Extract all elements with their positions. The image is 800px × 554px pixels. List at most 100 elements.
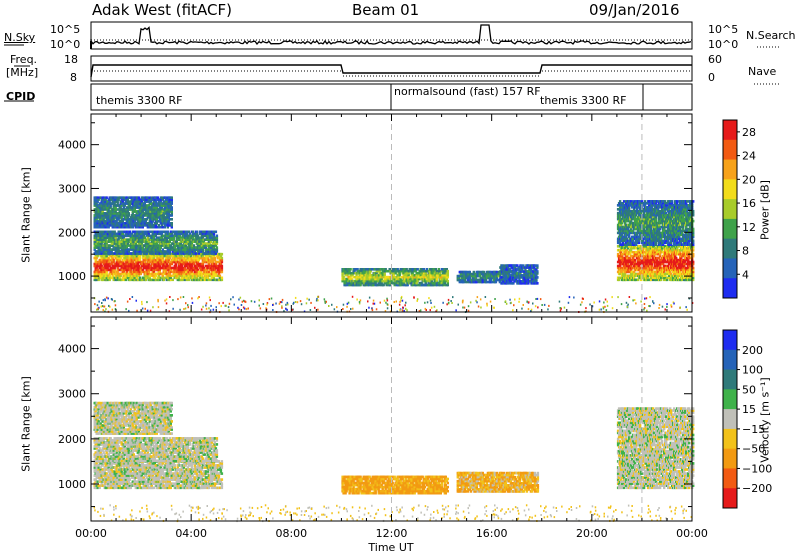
data-cell [202, 266, 206, 270]
data-cell [134, 204, 137, 207]
data-cell [94, 258, 97, 262]
data-cell [190, 260, 194, 264]
data-cell [191, 276, 195, 280]
data-cell [136, 262, 139, 266]
data-cell [162, 268, 165, 272]
data-cell [210, 264, 214, 268]
data-cell [93, 240, 96, 243]
data-cell [131, 246, 134, 249]
data-cell [120, 278, 123, 282]
data-cell [169, 248, 172, 251]
data-cell [118, 224, 121, 227]
data-cell [97, 232, 100, 236]
data-cell [149, 244, 152, 247]
data-cell [141, 196, 144, 199]
data-cell [351, 271, 354, 275]
data-cell [141, 248, 144, 251]
data-cell [355, 273, 358, 277]
data-cell [164, 264, 167, 268]
data-cell [348, 269, 351, 273]
data-cell [146, 236, 149, 239]
data-cell [211, 278, 215, 282]
data-cell [163, 225, 166, 229]
data-cell [169, 236, 172, 239]
data-cell [138, 198, 141, 201]
data-cell [123, 202, 126, 205]
data-cell [357, 277, 360, 281]
data-cell [165, 262, 168, 266]
data-cell [181, 266, 185, 270]
data-cell [197, 248, 201, 251]
data-cell [99, 208, 102, 211]
data-cell [170, 202, 173, 205]
data-cell [205, 238, 209, 241]
data-cell [202, 256, 206, 260]
data-cell [131, 225, 134, 229]
data-cell [95, 212, 98, 215]
data-cell [184, 244, 188, 247]
data-cell [105, 242, 108, 245]
data-cell [358, 279, 361, 283]
data-cell [101, 204, 104, 207]
data-cell [139, 272, 142, 276]
data-cell [98, 250, 101, 253]
data-cell [132, 216, 135, 219]
data-cell [109, 240, 112, 243]
data-cell [192, 244, 196, 247]
data-cell [119, 262, 122, 266]
data-cell [108, 278, 111, 282]
data-cell [197, 252, 201, 255]
data-cell [209, 248, 213, 251]
data-cell [125, 234, 128, 238]
data-cell [132, 254, 135, 258]
data-cell [113, 230, 116, 234]
data-cell [144, 256, 147, 260]
data-cell [214, 264, 218, 268]
data-cell [117, 238, 120, 241]
data-cell [102, 196, 105, 199]
data-cell [124, 250, 127, 253]
data-cell [147, 240, 150, 243]
data-cell [134, 238, 137, 241]
data-cell [160, 212, 163, 215]
data-cell [117, 262, 120, 266]
data-cell [202, 234, 206, 238]
data-cell [99, 270, 102, 274]
data-cell [95, 198, 98, 201]
data-cell [198, 262, 202, 266]
data-cell [117, 272, 120, 276]
data-cell [207, 232, 211, 236]
data-cell [170, 208, 173, 211]
data-cell [158, 268, 161, 272]
data-cell [100, 264, 103, 268]
data-cell [95, 272, 98, 276]
data-cell [145, 222, 148, 225]
data-cell [156, 216, 159, 219]
data-cell [359, 281, 362, 285]
data-cell [142, 270, 145, 274]
data-cell [93, 224, 96, 227]
data-cell [144, 220, 147, 223]
data-cell [112, 208, 115, 211]
data-cell [166, 225, 169, 229]
data-cell [173, 246, 176, 249]
data-cell [150, 202, 153, 205]
data-cell [183, 248, 187, 251]
data-cell [184, 268, 188, 272]
data-cell [95, 270, 98, 274]
data-cell [103, 258, 106, 262]
data-cell [127, 212, 130, 215]
data-cell [103, 234, 106, 238]
data-cell [174, 262, 177, 266]
data-cell [146, 256, 149, 260]
data-cell [137, 196, 140, 199]
data-cell [162, 264, 165, 268]
data-cell [161, 240, 164, 243]
data-cell [175, 270, 178, 274]
radar-title: Adak West (fitACF) [92, 1, 232, 19]
data-cell [151, 234, 154, 238]
data-cell [195, 238, 199, 241]
data-cell [117, 248, 120, 251]
data-cell [127, 214, 130, 217]
data-cell [139, 266, 142, 270]
